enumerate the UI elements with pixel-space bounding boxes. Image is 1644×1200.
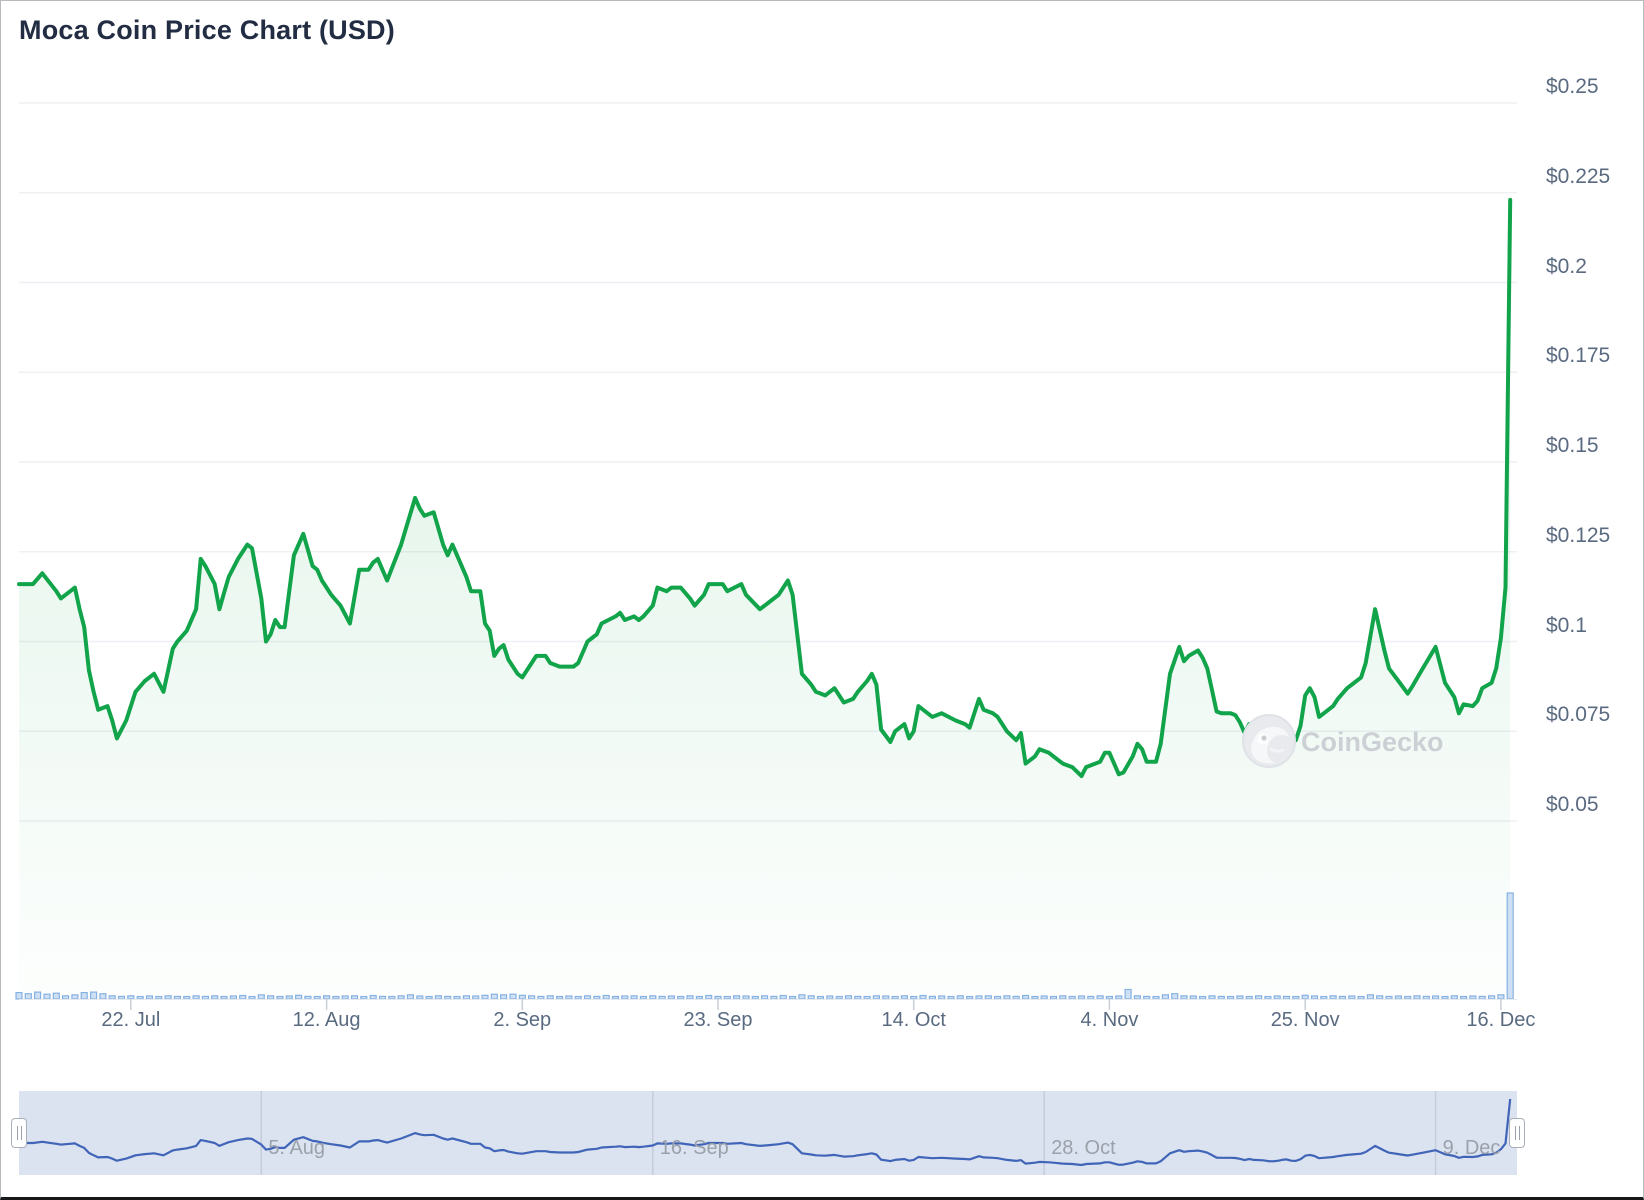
y-axis-label: $0.2: [1546, 254, 1587, 278]
coingecko-logo-icon: [1242, 714, 1296, 768]
x-axis-label: 4. Nov: [1080, 1009, 1139, 1031]
y-axis-label: $0.075: [1546, 703, 1611, 727]
y-axis-label: $0.25: [1546, 75, 1599, 98]
chart-plot-area[interactable]: [19, 61, 1517, 999]
coingecko-watermark-text: CoinGecko: [1301, 727, 1444, 757]
x-axis-label: 14. Oct: [881, 1009, 946, 1031]
y-axis-label: $0.05: [1546, 793, 1599, 816]
x-axis-label: 2. Sep: [493, 1009, 552, 1031]
y-axis-label: $0.225: [1546, 164, 1611, 188]
navigator-handle-left[interactable]: [11, 1118, 27, 1148]
x-axis-label: 12. Aug: [292, 1009, 361, 1031]
page-title: Moca Coin Price Chart (USD): [19, 15, 395, 45]
navigator-date-label: 5. Aug: [268, 1137, 326, 1159]
x-axis-label: 22. Jul: [101, 1009, 161, 1031]
navigator-date-label: 9. Dec: [1442, 1137, 1501, 1159]
y-axis-label: $0.175: [1546, 344, 1611, 368]
navigator-line: [19, 1098, 1512, 1167]
navigator-track[interactable]: [19, 1091, 1517, 1175]
x-axis-label: 23. Sep: [683, 1009, 753, 1031]
y-axis-label: $0.15: [1546, 434, 1599, 457]
x-axis-label: 25. Nov: [1270, 1009, 1340, 1031]
navigator-date-label: 16. Sep: [659, 1137, 729, 1159]
navigator-date-label: 28. Oct: [1051, 1137, 1116, 1159]
navigator-handle-right[interactable]: [1509, 1118, 1525, 1148]
y-axis-label: $0.1: [1546, 613, 1587, 637]
price-area: [19, 199, 1511, 991]
x-axis-label: 16. Dec: [1466, 1009, 1536, 1031]
y-axis-label: $0.125: [1546, 523, 1611, 547]
coingecko-watermark: CoinGecko: [1241, 713, 1521, 773]
